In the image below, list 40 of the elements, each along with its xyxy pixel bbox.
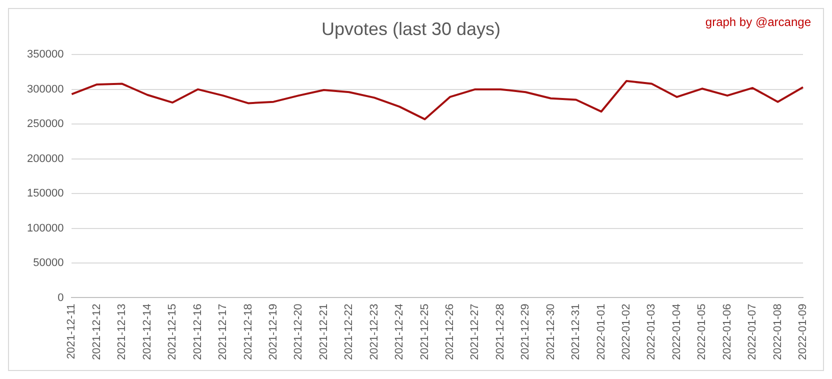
y-tick-label: 100000	[26, 222, 64, 234]
x-tick-label: 2021-12-19	[267, 304, 280, 360]
x-tick-label: 2021-12-12	[90, 304, 103, 360]
x-tick-label: 2022-01-03	[646, 304, 658, 360]
x-tick-label: 2022-01-09	[797, 304, 810, 360]
y-tick-label: 350000	[26, 48, 64, 61]
x-tick-label: 2021-12-18	[242, 304, 254, 360]
x-tick-label: 2021-12-27	[469, 304, 482, 360]
y-tick-label: 250000	[26, 118, 64, 130]
x-tick-label: 2021-12-17	[217, 304, 230, 360]
x-tick-label: 2021-12-15	[166, 304, 179, 360]
x-tick-label: 2021-12-30	[544, 304, 557, 360]
x-tick-label: 2021-12-26	[444, 304, 456, 360]
text: graph by @arcange	[705, 15, 811, 29]
y-tick-label: 50000	[33, 257, 64, 270]
x-tick-label: 2022-01-02	[620, 304, 633, 360]
x-tick-label: 2021-12-16	[192, 304, 204, 360]
x-tick-label: 2021-12-24	[394, 304, 406, 360]
x-tick-label: 2022-01-07	[746, 304, 759, 360]
x-tick-label: 2022-01-05	[696, 304, 708, 360]
y-tick-label: 150000	[26, 188, 64, 200]
x-tick-label: 2021-12-31	[570, 304, 582, 360]
y-tick-label: 0	[58, 292, 64, 304]
x-tick-label: 2021-12-22	[343, 304, 356, 360]
y-tick-label: 200000	[26, 152, 64, 165]
x-tick-label: 2022-01-04	[670, 304, 683, 360]
x-tick-label: 2022-01-01	[595, 304, 608, 360]
x-tick-label: 2021-12-21	[318, 304, 330, 360]
x-tick-label: 2021-12-29	[520, 304, 532, 360]
x-tick-label: 2021-12-14	[141, 304, 154, 360]
x-tick-label: 2022-01-06	[721, 304, 734, 360]
x-tick-label: 2021-12-23	[368, 304, 380, 360]
y-tick-label: 300000	[26, 83, 64, 96]
x-tick-label: 2021-12-11	[66, 304, 78, 360]
chart-title: Upvotes (last 30 days)	[321, 18, 501, 39]
x-tick-label: 2021-12-28	[494, 304, 506, 360]
x-tick-label: 2021-12-13	[116, 304, 128, 360]
x-tick-label: 2021-12-25	[418, 304, 431, 360]
x-tick-label: 2021-12-20	[292, 304, 305, 360]
x-tick-label: 2022-01-08	[772, 304, 784, 360]
